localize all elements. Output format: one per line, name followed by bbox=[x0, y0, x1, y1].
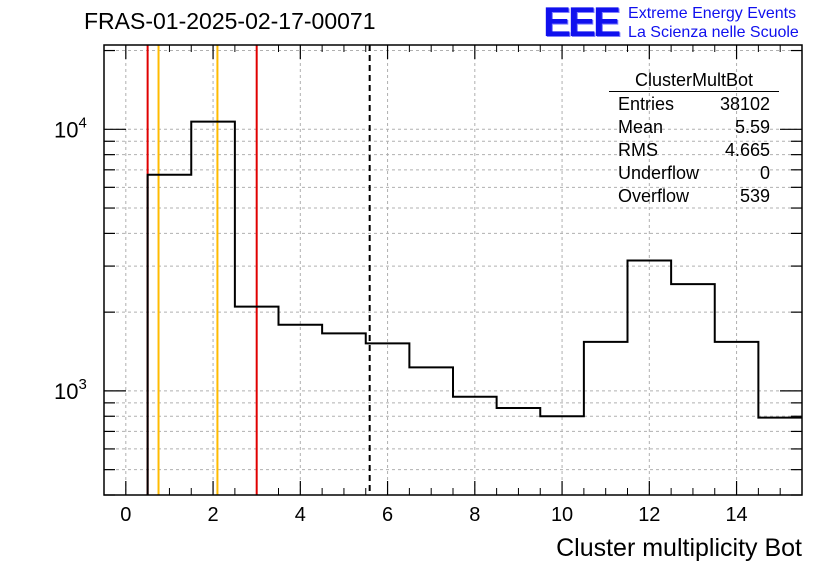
stats-title: ClusterMultBot bbox=[609, 70, 779, 92]
stats-value: 4.665 bbox=[724, 140, 770, 160]
stats-label: Underflow bbox=[618, 163, 700, 183]
y-tick-label: 103 bbox=[54, 376, 87, 404]
x-tick-label: 6 bbox=[382, 504, 393, 526]
stats-row-overflow: Overflow 539 bbox=[609, 185, 779, 208]
eee-logo: EEE Extreme Energy Events La Scienza nel… bbox=[543, 0, 799, 45]
x-axis-ticks: 0 2 4 6 8 10 12 14 bbox=[120, 45, 748, 526]
stats-value: 539 bbox=[739, 186, 770, 206]
stats-value: 5.59 bbox=[734, 117, 770, 137]
x-tick-label: 8 bbox=[469, 504, 480, 526]
histogram-step-line bbox=[146, 120, 802, 495]
stats-value: 0 bbox=[759, 163, 770, 183]
logo-line-1: Extreme Energy Events bbox=[628, 5, 797, 22]
logo-mark: EEE bbox=[543, 0, 621, 45]
x-tick-label: 4 bbox=[295, 504, 306, 526]
histogram-series bbox=[146, 120, 802, 495]
stats-label: Overflow bbox=[618, 186, 690, 206]
x-tick-label: 10 bbox=[551, 504, 573, 526]
stats-value: 38102 bbox=[719, 94, 770, 114]
x-tick-label: 0 bbox=[120, 504, 131, 526]
chart-title: FRAS-01-2025-02-17-00071 bbox=[84, 8, 376, 34]
stats-row-underflow: Underflow 0 bbox=[609, 162, 779, 185]
y-axis-ticks: 103 104 bbox=[54, 49, 802, 496]
x-axis-label: Cluster multiplicity Bot bbox=[556, 534, 802, 562]
stats-box: ClusterMultBot Entries 38102 Mean 5.59 R… bbox=[609, 70, 779, 208]
stats-label: RMS bbox=[618, 140, 658, 160]
stats-row-rms: RMS 4.665 bbox=[609, 139, 779, 162]
logo-text: Extreme Energy Events La Scienza nelle S… bbox=[628, 2, 799, 42]
x-tick-label: 2 bbox=[208, 504, 219, 526]
plot-frame bbox=[103, 44, 803, 496]
stats-row-entries: Entries 38102 bbox=[609, 93, 779, 116]
stats-row-mean: Mean 5.59 bbox=[609, 116, 779, 139]
x-tick-label: 14 bbox=[725, 504, 747, 526]
stats-label: Mean bbox=[618, 117, 664, 137]
logo-line-2: La Scienza nelle Scuole bbox=[628, 24, 799, 41]
x-tick-label: 12 bbox=[638, 504, 660, 526]
y-tick-label: 104 bbox=[54, 114, 87, 142]
stats-label: Entries bbox=[618, 94, 675, 114]
marker-lines bbox=[146, 45, 371, 495]
